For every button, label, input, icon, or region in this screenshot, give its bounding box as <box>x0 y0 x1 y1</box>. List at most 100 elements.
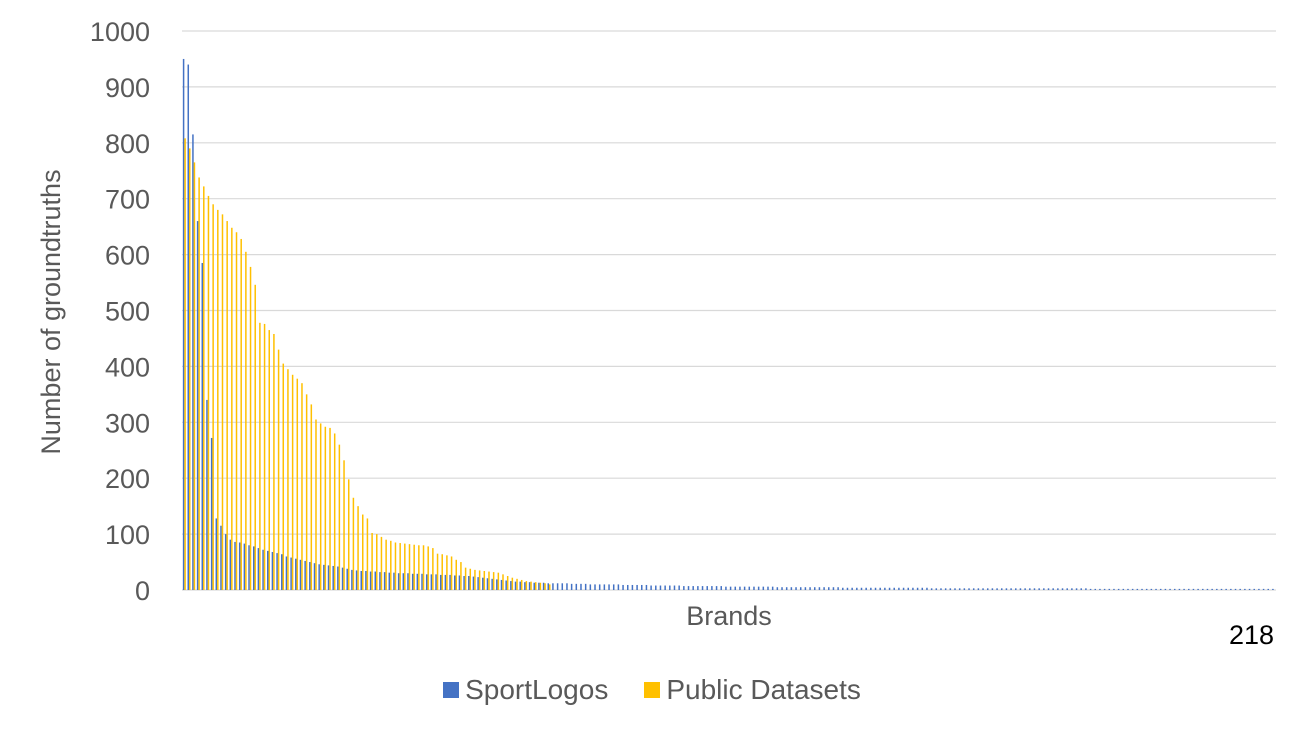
bar-public-datasets <box>277 349 280 590</box>
bar-sportlogos <box>781 587 783 590</box>
bar-public-datasets <box>301 383 303 590</box>
bar-sportlogos <box>1216 588 1218 590</box>
bar-public-datasets <box>530 581 532 590</box>
bar-public-datasets <box>291 374 294 590</box>
bar-public-datasets <box>492 572 495 590</box>
bar-public-datasets <box>441 554 443 590</box>
bar-sportlogos <box>196 221 199 590</box>
bar-sportlogos <box>1089 588 1092 590</box>
bar-public-datasets <box>455 559 457 590</box>
bar-sportlogos <box>935 588 938 590</box>
bar-sportlogos <box>346 568 348 590</box>
y-tick-label: 100 <box>105 520 150 550</box>
bar-sportlogos <box>238 542 241 590</box>
bar-sportlogos <box>655 585 657 590</box>
bar-sportlogos <box>449 574 451 590</box>
bar-sportlogos <box>267 550 269 590</box>
bar-public-datasets <box>296 378 299 590</box>
bar-sportlogos <box>206 399 208 590</box>
bar-sportlogos <box>968 588 970 590</box>
bar-public-datasets <box>534 582 537 590</box>
bar-sportlogos <box>692 586 694 590</box>
bar-sportlogos <box>210 437 213 590</box>
bar-sportlogos <box>402 573 405 590</box>
bar-sportlogos <box>986 588 989 590</box>
bar-sportlogos <box>1248 588 1251 590</box>
bar-public-datasets <box>338 444 341 590</box>
bar-sportlogos <box>1272 588 1274 590</box>
bar-sportlogos <box>954 588 956 590</box>
bar-sportlogos <box>234 541 236 590</box>
bar-public-datasets <box>324 426 327 590</box>
bar-sportlogos <box>739 586 741 590</box>
bar-public-datasets <box>203 186 205 590</box>
bar-sportlogos <box>711 586 713 590</box>
bar-sportlogos <box>281 554 283 590</box>
bar-sportlogos <box>276 553 278 590</box>
bar-sportlogos <box>1211 588 1213 590</box>
bar-public-datasets <box>394 542 397 590</box>
bar-sportlogos <box>734 586 737 590</box>
bar-sportlogos <box>458 575 461 590</box>
bar-sportlogos <box>486 578 489 590</box>
bar-sportlogos <box>1258 588 1260 590</box>
bar-sportlogos <box>1225 588 1227 590</box>
bar-public-datasets <box>226 221 228 590</box>
bar-sportlogos <box>697 586 699 590</box>
bar-sportlogos <box>608 584 610 590</box>
bar-sportlogos <box>505 580 507 590</box>
bar-sportlogos <box>982 588 984 590</box>
bar-sportlogos <box>1136 588 1139 590</box>
y-tick-label: 0 <box>135 576 150 606</box>
bar-sportlogos <box>902 587 905 590</box>
bar-sportlogos <box>538 582 540 590</box>
gridlines <box>182 30 1276 591</box>
bar-public-datasets <box>422 545 425 590</box>
bar-sportlogos <box>425 574 428 590</box>
x-axis-end-label: 218 <box>1229 620 1274 650</box>
bar-sportlogos <box>318 564 320 590</box>
bar-sportlogos <box>701 586 704 590</box>
bar-sportlogos <box>388 572 391 590</box>
bar-sportlogos <box>215 518 218 590</box>
bar-sportlogos <box>1230 588 1232 590</box>
bar-sportlogos <box>252 546 255 590</box>
bar-sportlogos <box>542 582 545 590</box>
bar-public-datasets <box>333 433 336 590</box>
bar-sportlogos <box>224 534 227 590</box>
bar-sportlogos <box>884 587 886 590</box>
bar-sportlogos <box>1131 588 1134 590</box>
bar-sportlogos <box>360 570 362 590</box>
bar-sportlogos <box>365 570 367 590</box>
bar-sportlogos <box>1103 588 1106 590</box>
bar-sportlogos <box>874 587 877 590</box>
bar-sportlogos <box>519 581 521 590</box>
bar-sportlogos <box>383 572 386 590</box>
y-axis-label: Number of groundtruths <box>36 169 66 454</box>
bar-sportlogos <box>510 581 512 590</box>
legend-swatch-sportlogos <box>443 682 460 698</box>
bar-sportlogos <box>1019 588 1022 590</box>
bar-sportlogos <box>1169 588 1171 590</box>
bar-public-datasets <box>287 369 289 590</box>
bar-sportlogos <box>477 577 479 590</box>
bar-public-datasets <box>357 506 359 590</box>
bar-sportlogos <box>1253 588 1255 590</box>
bar-sportlogos <box>720 586 722 590</box>
bar-sportlogos <box>1197 588 1199 590</box>
bar-sportlogos <box>243 543 246 590</box>
y-tick-label: 700 <box>105 185 150 215</box>
bar-sportlogos <box>566 583 568 590</box>
bar-sportlogos <box>991 588 994 590</box>
bar-sportlogos <box>337 566 339 590</box>
bar-sportlogos <box>921 587 924 590</box>
bar-sportlogos <box>1155 588 1157 590</box>
bar-public-datasets <box>245 251 247 590</box>
bar-sportlogos <box>1220 588 1223 590</box>
legend-item-sportlogos: SportLogos <box>443 674 608 706</box>
bar-public-datasets <box>352 497 355 590</box>
bar-sportlogos <box>879 587 881 590</box>
bar-public-datasets <box>390 540 392 590</box>
bar-public-datasets <box>385 539 387 590</box>
bar-sportlogos <box>972 588 975 590</box>
